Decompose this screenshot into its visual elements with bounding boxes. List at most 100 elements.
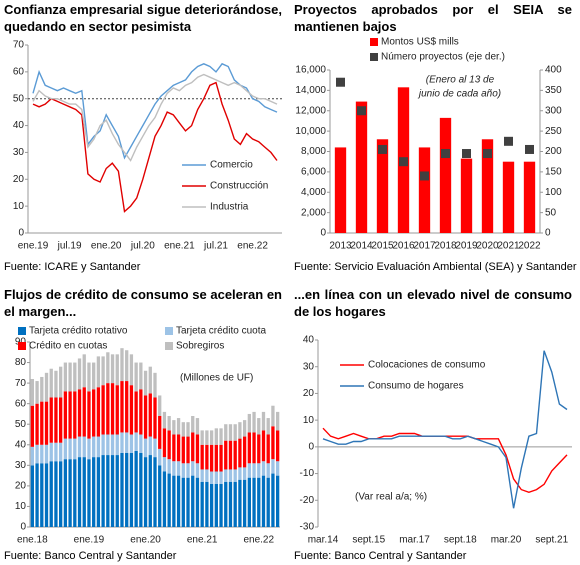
y-tick-label: 50 [13, 93, 25, 104]
bar-segment [59, 366, 63, 398]
bar-segment [106, 352, 110, 384]
source: Fuente: Banco Central y Santander [294, 550, 467, 562]
bar-segment [63, 459, 68, 527]
bar-segment [68, 438, 72, 460]
x-tick-label: ene.22 [237, 241, 268, 252]
bar-segment [153, 372, 157, 398]
bar-segment [209, 430, 214, 445]
y-tick-label: 12,000 [295, 105, 326, 116]
bar-segment [129, 385, 134, 435]
bar-segment [115, 385, 119, 435]
chart: 0102030405060708090ene.18ene.19ene.20ene… [15, 326, 280, 546]
bar-segment [148, 366, 152, 394]
bar-segment [40, 463, 44, 527]
x-tick-label: 2020 [476, 241, 499, 252]
panel: 0 2,000 4,000 6,000 8,000 10,000 12,000 14,000 1… [290, 0, 580, 282]
bar-segment [35, 444, 39, 464]
bar-segment [162, 471, 167, 527]
y-tick-label: 0 [320, 228, 326, 239]
chart: 0 2,000 4,000 6,000 8,000 10,000 12,000 14,000 1… [295, 37, 562, 252]
panel: 0102030405060708090ene.18ene.19ene.20ene… [0, 285, 290, 565]
bar-segment [77, 457, 82, 527]
bar-segment [110, 383, 115, 435]
y-tick-label: 10 [303, 415, 315, 426]
bar-segment [44, 401, 49, 445]
bar-segment [271, 405, 275, 427]
bar-segment [176, 461, 181, 476]
bar [460, 158, 473, 233]
bar-segment [106, 434, 110, 456]
y-tick-label: 20 [15, 481, 27, 492]
bar-segment [181, 477, 185, 527]
bar-segment [224, 481, 228, 527]
bar-segment [129, 354, 134, 386]
bar-segment [101, 356, 105, 386]
bar-segment [205, 481, 209, 527]
bar-segment [153, 457, 157, 527]
bar-segment [214, 483, 218, 527]
bar-segment [172, 434, 176, 462]
bar-segment [158, 416, 162, 449]
bar-segment [148, 455, 152, 527]
bar-segment [209, 471, 214, 484]
bar-segment [200, 469, 204, 482]
bar-segment [82, 354, 86, 388]
bar-segment [275, 461, 280, 476]
y-tick-label: 8,000 [301, 146, 326, 157]
bar-segment [63, 391, 68, 439]
bar-segment [242, 436, 247, 468]
bar-segment [54, 370, 58, 398]
legend-label: Colocaciones de consumo [368, 360, 486, 371]
bar-segment [233, 424, 237, 441]
bar-segment [134, 432, 138, 451]
chart-title: Flujos de crédito de consumo se aceleran… [4, 287, 282, 319]
bar-segment [205, 469, 209, 482]
line [322, 427, 568, 494]
bar-segment [252, 477, 256, 527]
bar-segment [87, 362, 91, 392]
bar-segment [271, 426, 275, 460]
legend-marker [18, 342, 26, 350]
y-tick-label: 80 [15, 357, 27, 368]
bar [418, 147, 431, 233]
bar-segment [143, 438, 148, 458]
y-tick-label: 6,000 [301, 167, 326, 178]
bar-segment [200, 444, 204, 470]
y-tick-label: 70 [15, 378, 27, 389]
bar-segment [30, 379, 35, 406]
bar-segment [59, 397, 63, 443]
bar-segment [238, 467, 242, 480]
bar-segment [120, 348, 124, 382]
x-tick-label: sept.21 [535, 535, 568, 546]
y-tick-label: 10 [15, 501, 27, 512]
bar-segment [92, 457, 96, 527]
bar-segment [129, 434, 134, 453]
bar-segment [214, 471, 218, 484]
bar-segment [54, 461, 58, 527]
bar-segment [73, 438, 77, 460]
y-tick-label: 0 [20, 522, 26, 533]
bar-segment [219, 428, 223, 445]
bar [523, 161, 536, 233]
bar-segment [44, 372, 49, 402]
bar-segment [30, 446, 35, 466]
legend-label: Tarjeta crédito cuota [176, 326, 266, 337]
bar-segment [148, 436, 152, 456]
bar-segment [139, 453, 143, 527]
bar-segment [209, 444, 214, 472]
bar-segment [40, 444, 44, 464]
y-tick-label: 60 [13, 66, 25, 77]
x-tick-label: 2019 [455, 241, 478, 252]
bar-segment [167, 459, 171, 474]
bar-segment [257, 434, 261, 464]
y2-tick-label: 200 [545, 146, 562, 157]
line [32, 81, 278, 213]
bar-segment [68, 459, 72, 527]
source: Fuente: Servicio Evaluación Ambiental (S… [294, 261, 577, 273]
bar-segment [224, 440, 228, 470]
y-tick-label: 30 [303, 361, 315, 372]
bar-segment [209, 483, 214, 527]
bar-segment [92, 389, 96, 437]
x-tick-label: 2017 [413, 241, 436, 252]
bar-segment [96, 436, 101, 458]
